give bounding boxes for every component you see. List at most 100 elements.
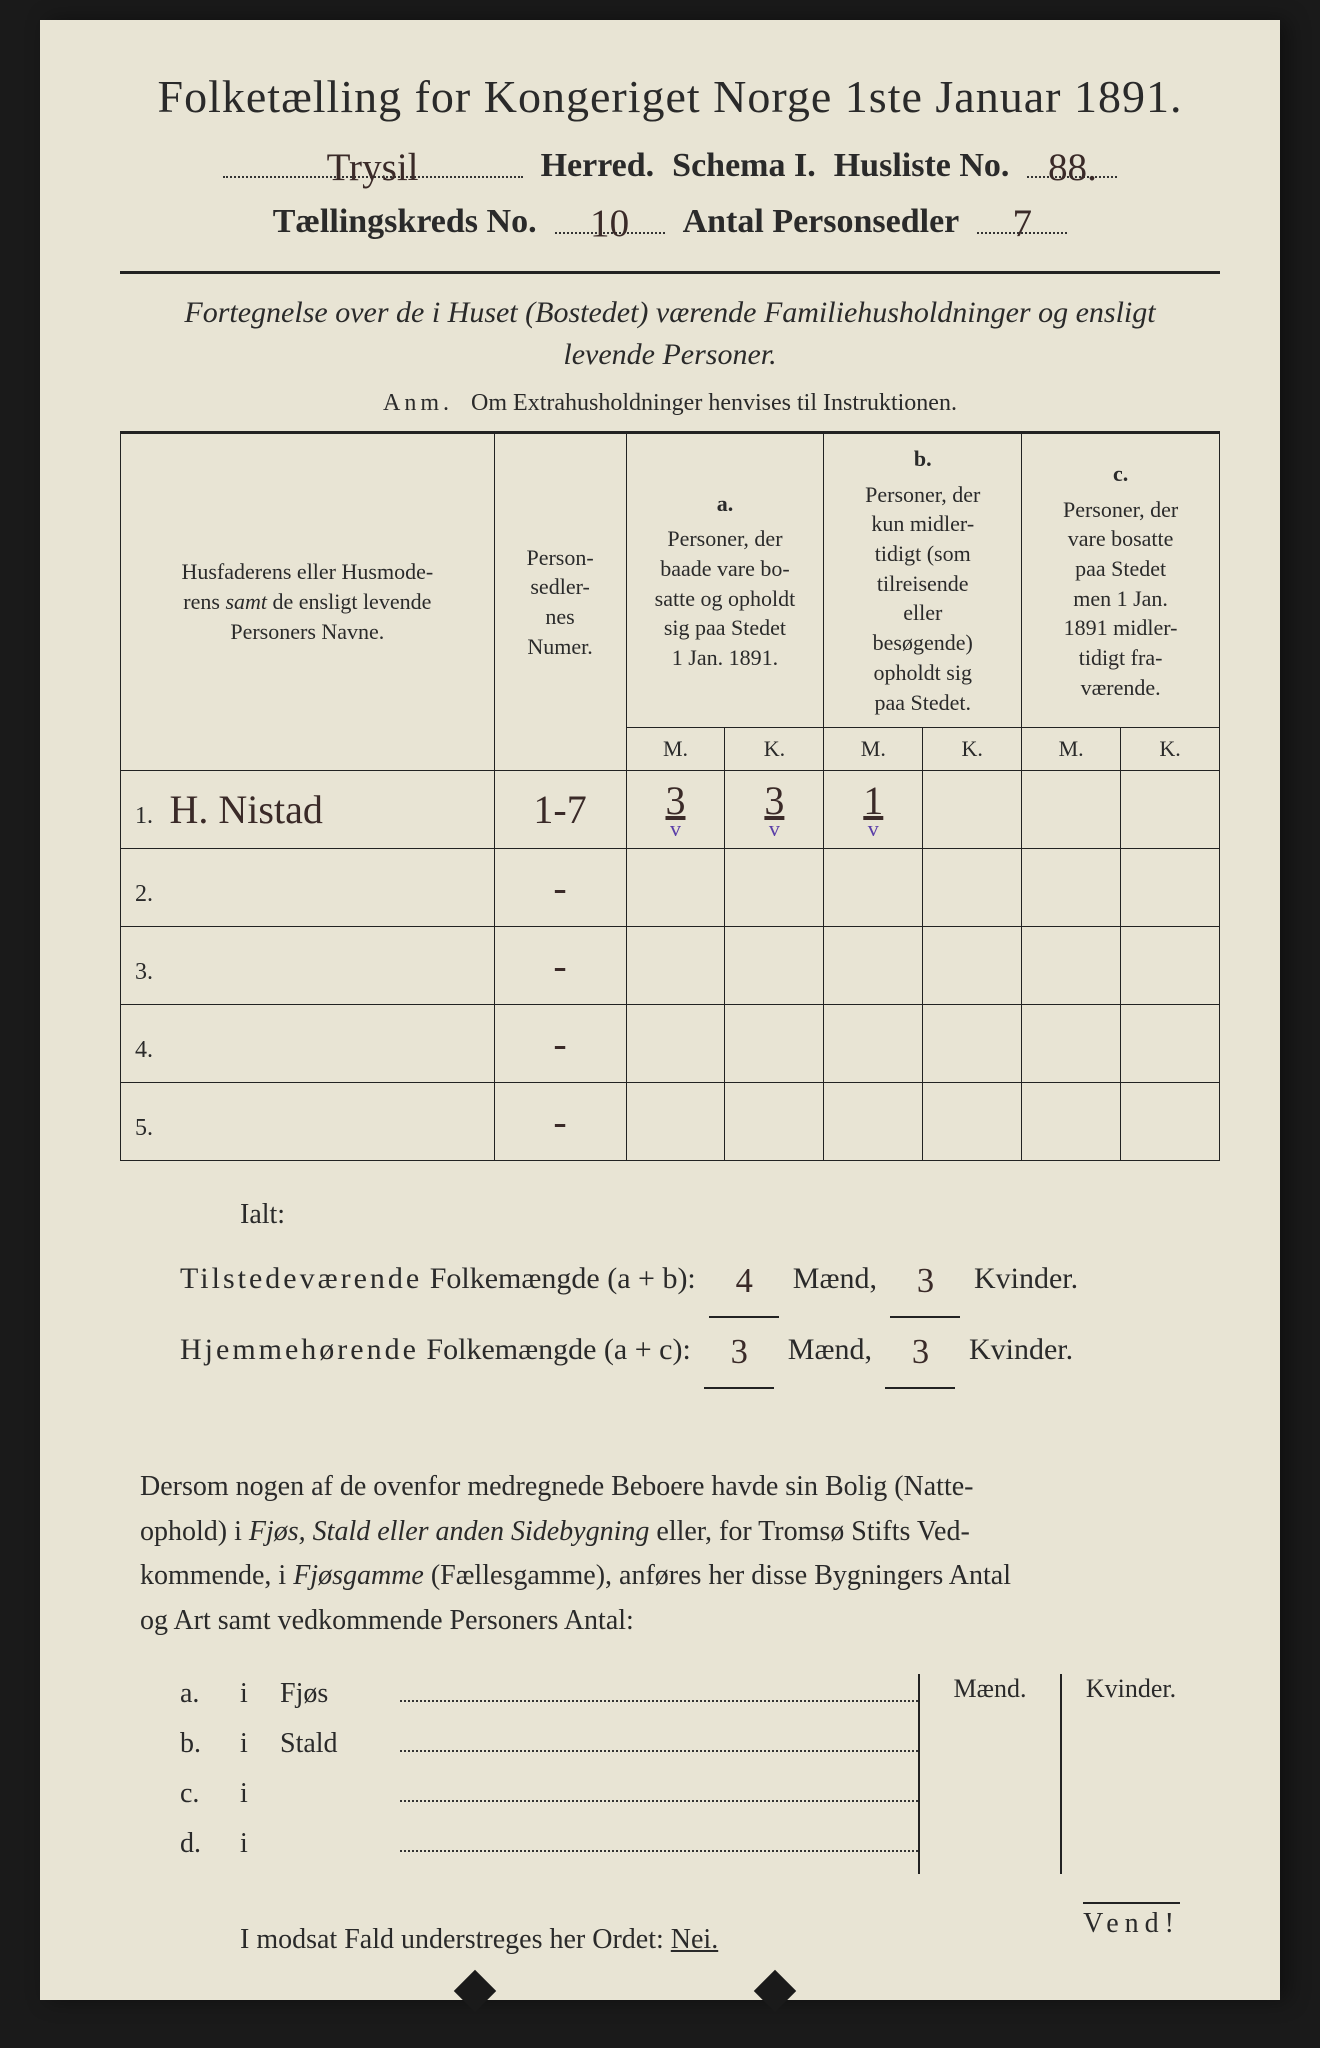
- cell-cK: [1121, 848, 1220, 926]
- paper-tear-icon: [454, 1970, 496, 2012]
- rule-1: [120, 271, 1220, 274]
- table-row: 2. -: [121, 848, 1220, 926]
- cell-aK: [725, 1004, 824, 1082]
- table-row: 4. -: [121, 1004, 1220, 1082]
- kvinder-2: Kvinder.: [969, 1333, 1073, 1366]
- side-row-what: Stald: [280, 1728, 400, 1760]
- side-row-label: b.: [180, 1728, 240, 1760]
- ab-label2: Folkemængde (a + b):: [430, 1262, 696, 1295]
- col-a-head: a. Personer, derbaade vare bo-satte og o…: [626, 434, 824, 728]
- cell-name: 3.: [121, 926, 495, 1004]
- cell-bM: [824, 848, 923, 926]
- col-c-k: K.: [1121, 728, 1220, 771]
- cell-name: 2.: [121, 848, 495, 926]
- title-text: Folketælling for Kongeriget Norge 1ste J…: [158, 71, 1062, 122]
- side-row-label: a.: [180, 1678, 240, 1710]
- cell-aK: [725, 926, 824, 1004]
- nei-line: I modsat Fald understreges her Ordet: Ne…: [120, 1924, 1220, 1956]
- cell-cM: [1022, 1004, 1121, 1082]
- cell-cK: [1121, 1082, 1220, 1160]
- col-b-k: K.: [923, 728, 1022, 771]
- cell-aK: 3v: [725, 770, 824, 848]
- household-table: Husfaderens eller Husmode-rens samt de e…: [120, 433, 1220, 1161]
- cell-name: 1. H. Nistad: [121, 770, 495, 848]
- header-line-3: Tællingskreds No. 10 Antal Personsedler …: [120, 197, 1220, 241]
- side-building-table: a.iFjøsb.iStaldc.id.i Mænd. Kvinder.: [120, 1674, 1220, 1874]
- cell-cK: [1121, 1004, 1220, 1082]
- antal-field: 7: [977, 197, 1067, 234]
- cell-cM: [1022, 770, 1121, 848]
- side-row-dots: [400, 1724, 918, 1752]
- cell-bM: 1v: [824, 770, 923, 848]
- cell-numer: -: [494, 848, 626, 926]
- cell-aM: 3v: [626, 770, 725, 848]
- cell-aM: [626, 848, 725, 926]
- cell-cM: [1022, 848, 1121, 926]
- cell-cM: [1022, 1082, 1121, 1160]
- kreds-value: 10: [590, 202, 629, 245]
- col-b-head: b. Personer, derkun midler-tidigt (somti…: [824, 434, 1022, 728]
- col-c-head: c. Personer, dervare bosattepaa Stedetme…: [1022, 434, 1220, 728]
- col-b-m: M.: [824, 728, 923, 771]
- side-row: d.i: [180, 1824, 918, 1860]
- paper-tear-icon: [754, 1970, 796, 2012]
- totals-row-ab: Tilstedeværende Folkemængde (a + b): 4 M…: [180, 1243, 1220, 1314]
- maend-2: Mænd,: [788, 1333, 872, 1366]
- main-title: Folketælling for Kongeriget Norge 1ste J…: [120, 70, 1220, 123]
- cell-name: 4.: [121, 1004, 495, 1082]
- ac-label2: Folkemængde (a + c):: [426, 1333, 690, 1366]
- ialt-label: Ialt:: [180, 1187, 1220, 1243]
- side-row: c.i: [180, 1774, 918, 1810]
- table-body: 1. H. Nistad1-73v3v1v2. -3. -4. -5. -: [121, 770, 1220, 1160]
- col-a-m: M.: [626, 728, 725, 771]
- subhead-line1: Fortegnelse over de i Huset (Bostedet) v…: [184, 296, 1155, 329]
- herred-field: Trysil: [223, 141, 523, 178]
- side-col-kvinder: Kvinder.: [1060, 1674, 1200, 1874]
- schema-label: Schema I.: [672, 147, 816, 185]
- totals-block: Ialt: Tilstedeværende Folkemængde (a + b…: [120, 1187, 1220, 1385]
- side-row-what: Fjøs: [280, 1678, 400, 1710]
- kreds-label: Tællingskreds No.: [273, 203, 537, 241]
- antal-label: Antal Personsedler: [683, 203, 960, 241]
- cell-numer: 1-7: [494, 770, 626, 848]
- side-row-label: d.: [180, 1828, 240, 1860]
- side-row-dots: [400, 1824, 918, 1852]
- vend-label: Vend!: [1083, 1902, 1180, 1940]
- explanatory-paragraph: Dersom nogen af de ovenfor medregnede Be…: [120, 1465, 1220, 1644]
- cell-bM: [824, 1082, 923, 1160]
- side-row-dots: [400, 1774, 918, 1802]
- table-row: 1. H. Nistad1-73v3v1v: [121, 770, 1220, 848]
- cell-numer: -: [494, 926, 626, 1004]
- cell-name: 5.: [121, 1082, 495, 1160]
- col-names-head: Husfaderens eller Husmode-rens samt de e…: [121, 434, 495, 771]
- side-row-dots: [400, 1674, 918, 1702]
- cell-numer: -: [494, 1082, 626, 1160]
- herred-value: Trysil: [327, 146, 419, 189]
- ab-m: 4: [709, 1247, 779, 1318]
- cell-cK: [1121, 926, 1220, 1004]
- husliste-value: 88.: [1048, 146, 1097, 189]
- ac-label: Hjemmehørende: [180, 1333, 419, 1366]
- subheading: Fortegnelse over de i Huset (Bostedet) v…: [120, 292, 1220, 376]
- husliste-label: Husliste No.: [834, 147, 1010, 185]
- husliste-field: 88.: [1027, 141, 1117, 178]
- side-row-i: i: [240, 1828, 280, 1860]
- herred-label: Herred.: [541, 147, 655, 185]
- col-numer-head: Person-sedler-nesNumer.: [494, 434, 626, 771]
- side-row-i: i: [240, 1678, 280, 1710]
- cell-bK: [923, 1004, 1022, 1082]
- anm-label: Anm.: [383, 390, 453, 416]
- kvinder-1: Kvinder.: [974, 1262, 1078, 1295]
- cell-cM: [1022, 926, 1121, 1004]
- kreds-field: 10: [555, 197, 665, 234]
- title-year: 1891.: [1074, 71, 1183, 122]
- cell-bM: [824, 926, 923, 1004]
- side-left: a.iFjøsb.iStaldc.id.i: [180, 1674, 918, 1874]
- nei-text: I modsat Fald understreges her Ordet:: [240, 1924, 664, 1955]
- side-row-i: i: [240, 1778, 280, 1810]
- side-row: a.iFjøs: [180, 1674, 918, 1710]
- side-col-maend: Mænd.: [920, 1674, 1060, 1874]
- cell-aK: [725, 1082, 824, 1160]
- side-row: b.iStald: [180, 1724, 918, 1760]
- header-line-2: Trysil Herred. Schema I. Husliste No. 88…: [120, 141, 1220, 185]
